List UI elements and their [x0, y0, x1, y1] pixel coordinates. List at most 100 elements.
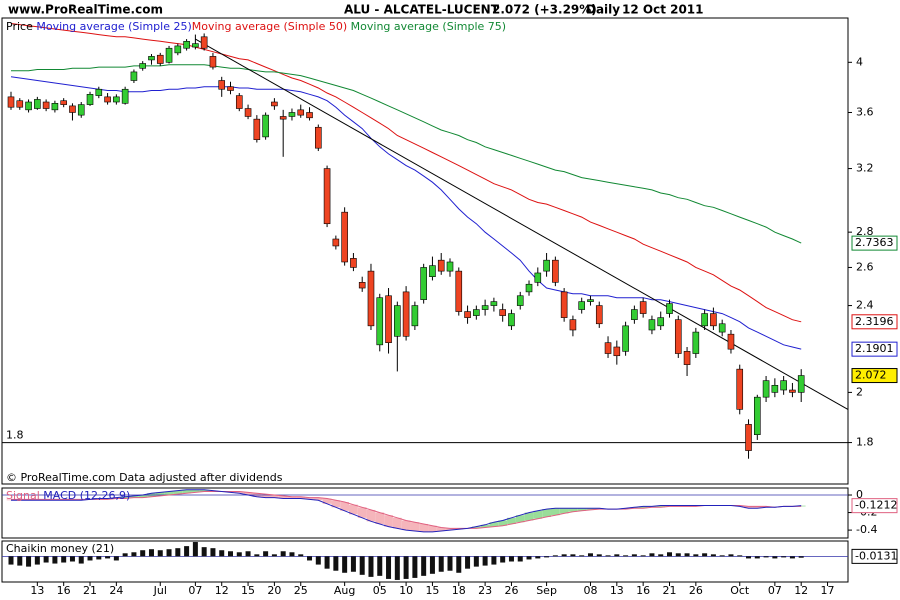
- bar: [798, 556, 804, 558]
- y-tick-label: 2: [856, 385, 863, 398]
- bar: [728, 554, 734, 557]
- bar: [131, 552, 137, 557]
- bar: [271, 554, 277, 557]
- value-badge: [851, 314, 898, 330]
- candle-body: [797, 375, 805, 393]
- candle-body: [341, 211, 348, 263]
- candle-body: [139, 63, 146, 69]
- bar: [34, 556, 40, 565]
- x-tick-label: 05: [373, 584, 387, 597]
- bar: [658, 554, 664, 557]
- macd-fill: [173, 490, 183, 495]
- candle-body: [174, 45, 182, 54]
- bar: [245, 551, 251, 557]
- bar: [737, 555, 743, 557]
- candle-body: [113, 96, 120, 103]
- value-badge: [851, 548, 898, 564]
- bar: [78, 556, 84, 564]
- candle-body: [587, 299, 594, 302]
- macd-fill: [559, 508, 569, 514]
- bar: [544, 556, 550, 558]
- bar: [693, 554, 699, 557]
- candle-body: [279, 116, 287, 120]
- macd-fill: [129, 495, 139, 498]
- legend-entry: Moving average (Simple 50): [191, 20, 348, 33]
- bar: [491, 556, 497, 565]
- bar: [719, 555, 725, 557]
- bar: [122, 553, 128, 557]
- macd-fill: [489, 522, 499, 527]
- candle-body: [666, 303, 673, 314]
- macd-fill: [568, 508, 578, 512]
- bar: [148, 549, 154, 557]
- bar: [447, 556, 453, 571]
- candle-body: [753, 396, 761, 435]
- candle-body: [323, 168, 331, 225]
- candle-body: [578, 301, 586, 310]
- bar: [403, 556, 409, 579]
- candle-body: [86, 94, 94, 105]
- macd-fill: [305, 497, 314, 500]
- macd-fill: [243, 492, 253, 496]
- bar: [412, 556, 418, 578]
- bar: [789, 556, 795, 559]
- bar: [298, 554, 304, 557]
- candle-body: [16, 100, 24, 108]
- legend-entry: Moving average (Simple 25): [36, 20, 192, 33]
- chaikin-title: Chaikin money (21): [6, 542, 115, 555]
- value-badge: [851, 341, 898, 357]
- quote: 2.072 (+3.29%): [492, 3, 597, 17]
- bar: [429, 556, 435, 574]
- annotation: © ProRealTime.com Data adjusted after di…: [6, 471, 283, 484]
- y-tick-label: 2.4: [856, 299, 874, 312]
- candle-body: [34, 99, 41, 109]
- bar: [105, 556, 111, 559]
- bar: [508, 556, 514, 562]
- candle-body: [104, 96, 111, 103]
- macd-fill: [138, 495, 148, 498]
- macd-fill: [234, 491, 244, 494]
- macd-fill: [498, 520, 508, 526]
- site: www.ProRealTime.com: [8, 3, 163, 17]
- bar: [166, 549, 172, 557]
- bar: [184, 546, 190, 557]
- macd-fill: [428, 525, 437, 532]
- bar: [482, 556, 488, 566]
- macd-fill: [410, 522, 420, 531]
- bar: [640, 555, 646, 557]
- candle-body: [7, 96, 15, 108]
- bar: [315, 556, 321, 565]
- x-tick-label: 13: [610, 584, 624, 597]
- value-label: 2.3196: [855, 315, 894, 328]
- bar: [175, 548, 181, 557]
- bar: [192, 542, 198, 557]
- symbol: ALU - ALCATEL-LUCENT: [344, 3, 500, 17]
- candle-body: [95, 88, 103, 96]
- bar: [517, 556, 523, 562]
- candle-body: [631, 309, 638, 320]
- candle-body: [253, 118, 261, 140]
- x-tick-label: 25: [294, 584, 308, 597]
- macd-fill: [445, 528, 455, 531]
- bar: [649, 553, 655, 557]
- bar: [52, 556, 58, 564]
- bar: [96, 556, 102, 560]
- candle-body: [552, 259, 559, 283]
- candle-body: [262, 114, 269, 138]
- macd-fill: [656, 505, 666, 508]
- price-legend: Price Moving average (Simple 25)Moving a…: [6, 20, 506, 33]
- x-tick-label: 24: [109, 584, 123, 597]
- macd-fill: [744, 506, 753, 509]
- x-tick-label: 07: [768, 584, 782, 597]
- bar: [377, 556, 383, 576]
- candle-body: [394, 305, 401, 337]
- legend-entry: MACD (12,26,9): [43, 489, 131, 502]
- bar: [359, 556, 365, 575]
- bar: [228, 551, 233, 557]
- x-tick-label: 20: [267, 584, 281, 597]
- candle-body: [200, 36, 208, 49]
- candle-body: [613, 346, 621, 357]
- macd-fill: [366, 509, 376, 522]
- candle-body: [560, 291, 568, 318]
